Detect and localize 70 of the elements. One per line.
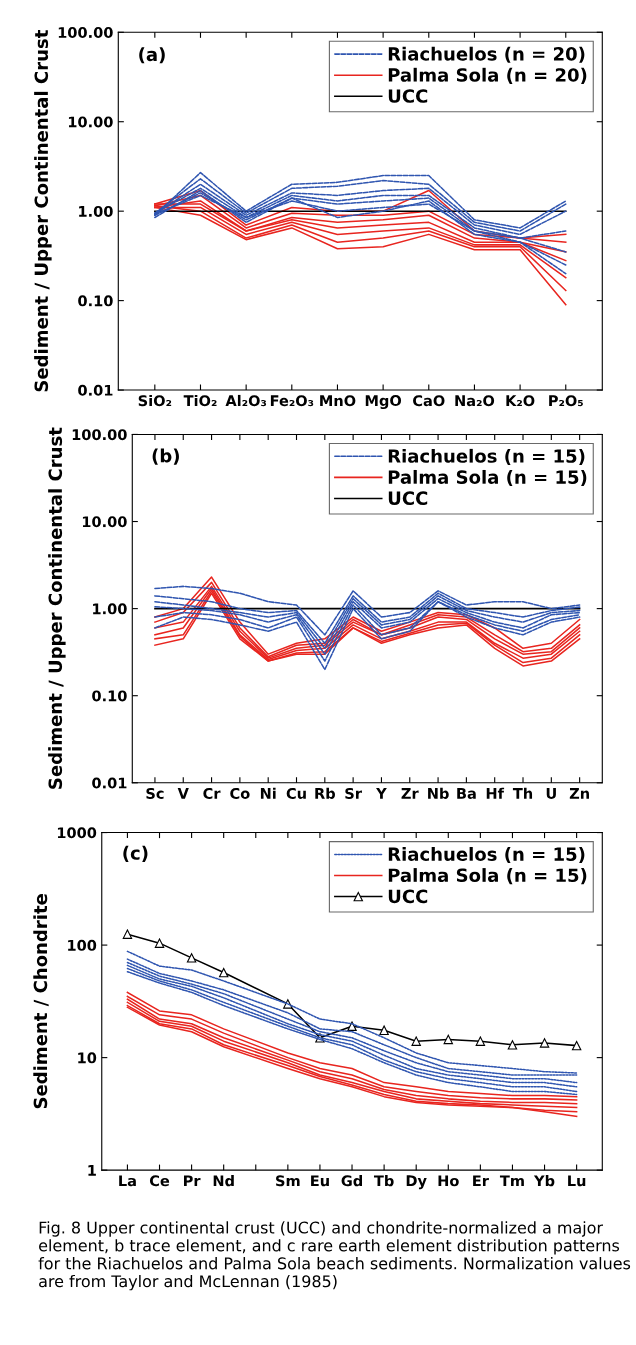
x-tick-label: Ba [457,788,476,799]
x-tick-label: Al₂O₃ [225,394,267,407]
x-tick-label: Cr [203,787,221,799]
x-tick-label: V [177,788,189,799]
x-tick-label: K₂O [506,395,535,407]
x-tick-label: Gd [341,1175,363,1187]
y-tick-label: 100.00 [58,27,113,39]
y-tick-label: 0.10 [92,690,127,702]
x-tick-label: Sr [345,787,362,799]
y-axis-title: Sediment / Upper Continental Crust [34,30,52,392]
x-tick-label: Dy [406,1175,427,1190]
x-tick-label: Tb [373,1175,394,1187]
x-tick-label: P₂O₅ [549,395,583,407]
x-tick-label: CaO [413,395,445,407]
y-tick-label: 100 [68,939,97,951]
x-tick-label: U [546,788,556,799]
x-tick-label: Ce [149,1175,170,1187]
y-tick-label: 100.00 [72,429,127,441]
legend-label: UCC [388,889,428,904]
y-tick-label: 10.00 [82,516,127,528]
legend-label: UCC [388,89,428,103]
x-tick-label: MgO [365,395,402,410]
caption: Fig. 8 Upper continental crust (UCC) and chondrite-normalized a major element, b trace element, and c rare earth element distribution patterns for the Riachuelos and Palma Sola beach sediments. Normalization values are from Taylor and McLennan (1985) [38,1221,631,1291]
annotation: (a) [139,47,165,64]
y-tick-label: 10 [78,1052,97,1064]
annotation: (b) [152,448,179,465]
x-tick-label: Lu [568,1175,586,1187]
x-tick-label: Hf [486,787,505,799]
legend-label: UCC [388,491,428,506]
x-tick-label: Nb [428,787,449,799]
x-tick-label: SiO₂ [138,394,172,407]
y-tick-label: 0.10 [78,295,113,307]
x-tick-label: Zn [569,788,589,799]
x-tick-label: La [119,1175,136,1187]
x-tick-label: Er [473,1175,489,1187]
y-tick-label: 1.00 [93,603,127,615]
x-tick-label: Sc [146,787,164,799]
x-tick-label: Th [512,787,533,799]
x-tick-label: Ni [260,787,276,799]
x-tick-label: Sm [276,1175,300,1187]
legend-label: Palma Sola (n = 15) [388,469,587,487]
x-tick-label: Pr [184,1175,201,1187]
legend-label: Riachuelos (n = 20) [388,46,585,63]
x-tick-label: MnO [320,395,356,407]
y-tick-label: 1.00 [79,205,113,217]
y-tick-label: 0.01 [78,384,113,396]
y-axis-title: Sediment / Chondrite [33,894,49,1109]
x-tick-label: Co [230,787,250,799]
x-tick-label: Yb [533,1175,555,1187]
x-tick-label: Nd [213,1175,234,1187]
x-tick-label: Na₂O [455,395,495,407]
legend-label: Riachuelos (n = 15) [388,448,585,465]
x-tick-label: Tm [499,1175,524,1187]
x-tick-label: Eu [311,1175,329,1187]
legend-label: Palma Sola (n = 15) [388,868,587,885]
y-tick-label: 10.00 [68,116,113,128]
x-tick-label: TiO₂ [183,394,217,407]
legend-label: Palma Sola (n = 20) [388,67,587,84]
x-tick-label: Ho [438,1175,459,1187]
annotation: (c) [123,845,148,862]
y-tick-label: 1000 [57,827,97,839]
x-tick-label: Fe₂O₃ [270,395,314,407]
x-tick-label: Rb [315,787,335,799]
legend-label: Riachuelos (n = 15) [388,847,585,864]
y-axis-title: Sediment / Upper Continental Crust [48,427,66,789]
y-tick-label: 0.01 [92,777,127,789]
y-tick-label: 1 [88,1165,96,1176]
x-tick-label: Cu [286,787,306,799]
x-tick-label: Y [376,788,387,799]
x-tick-label: Zr [401,788,419,799]
